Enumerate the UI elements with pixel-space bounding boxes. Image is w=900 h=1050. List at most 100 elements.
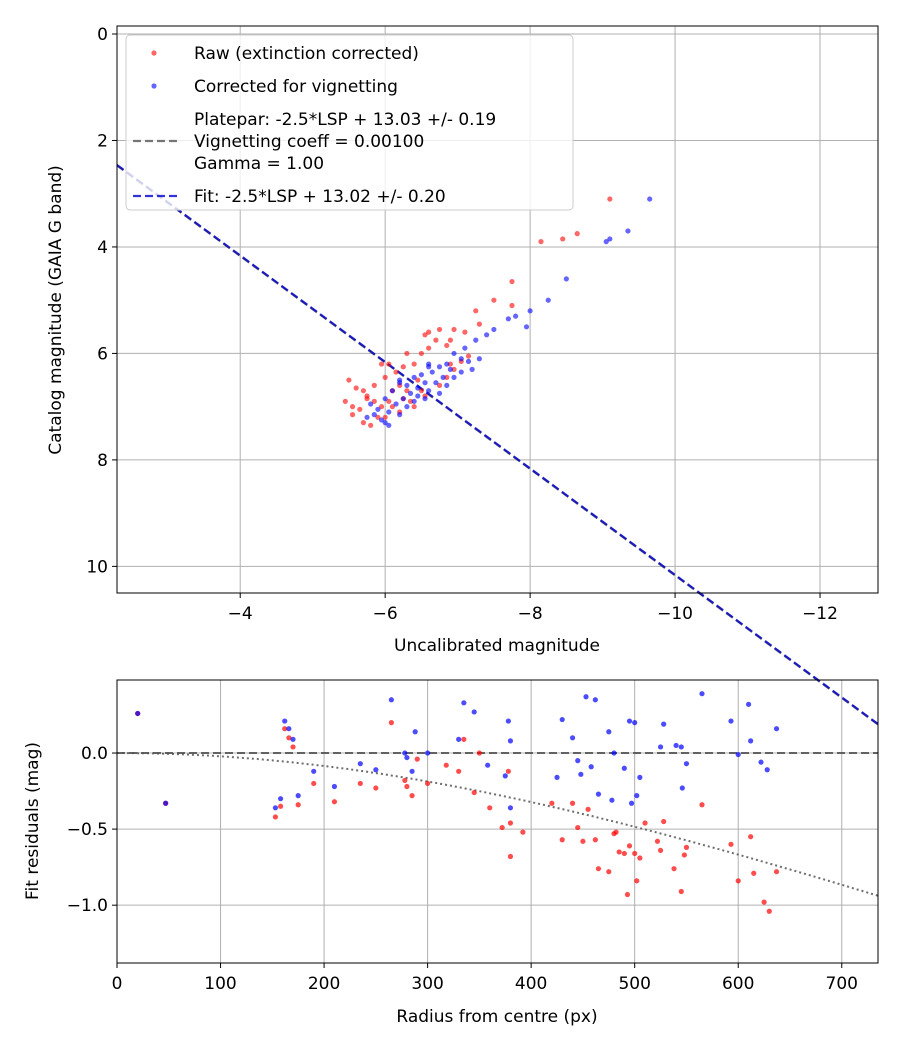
corrected-residual-point	[357, 761, 363, 767]
bottom-x-tick-label: 700	[826, 974, 858, 994]
corrected-residual-point	[507, 805, 514, 811]
raw-residual-point	[373, 785, 379, 791]
raw-residual-point	[282, 726, 288, 732]
raw-point	[426, 345, 432, 351]
corrected-residual-point	[272, 805, 279, 811]
raw-residual-point	[681, 852, 687, 858]
corrected-residual-point	[628, 800, 635, 806]
bottom-y-axis-label: Fit residuals (mag)	[23, 742, 43, 900]
raw-residual-point	[507, 820, 514, 826]
top-x-axis-label: Uncalibrated magnitude	[394, 636, 600, 656]
raw-residual-point	[471, 789, 477, 796]
bottom-x-tick-label: 500	[618, 974, 650, 994]
bottom-data-points	[135, 691, 780, 914]
top-y-tick-label: 0	[97, 25, 108, 45]
corrected-point	[527, 308, 533, 314]
corrected-residual-point	[163, 800, 169, 806]
corrected-residual-point	[135, 710, 141, 717]
bottom-x-tick-label: 300	[411, 974, 443, 994]
raw-residual-point	[402, 777, 408, 784]
raw-residual-point	[476, 750, 482, 756]
raw-residual-point	[773, 869, 780, 875]
raw-point	[509, 302, 515, 309]
corrected-point	[451, 350, 457, 357]
raw-point	[407, 398, 414, 404]
raw-point	[607, 196, 613, 202]
fit-line	[116, 164, 879, 725]
corrected-residual-point	[290, 736, 296, 742]
bottom-y-tick-label: −1.0	[67, 896, 108, 916]
top-y-tick-label: 2	[97, 131, 108, 151]
corrected-point	[473, 337, 479, 343]
corrected-residual-point	[559, 716, 565, 723]
raw-point	[411, 361, 417, 367]
corrected-residual-point	[311, 768, 317, 774]
raw-residual-point	[487, 805, 493, 811]
raw-point	[349, 404, 356, 410]
top-x-tick-label: −12	[802, 604, 838, 624]
raw-point	[357, 406, 363, 412]
corrected-point	[393, 401, 399, 407]
raw-residual-point	[735, 878, 741, 884]
corrected-point	[447, 366, 453, 372]
bottom-x-tick-label: 100	[204, 974, 236, 994]
raw-residual-point	[683, 844, 690, 850]
top-y-axis-label: Catalog magnitude (GAIA G band)	[46, 165, 66, 455]
raw-point	[433, 337, 439, 343]
raw-point	[382, 414, 388, 420]
raw-point	[411, 404, 417, 410]
corrected-residual-point	[764, 767, 770, 773]
corrected-point	[436, 364, 443, 370]
bottom-axis-ticks: 0 100 200 300 400 500 600 700 0.0 −0.5 −1.0	[67, 744, 858, 994]
legend-marker	[151, 83, 157, 89]
raw-point	[426, 329, 432, 335]
raw-residual-point	[388, 720, 394, 726]
raw-residual-point	[290, 744, 296, 750]
raw-residual-point	[624, 891, 631, 898]
corrected-point	[407, 390, 414, 396]
corrected-point	[444, 382, 450, 388]
raw-point	[360, 420, 367, 426]
corrected-point	[429, 369, 435, 375]
raw-point	[451, 366, 457, 372]
raw-residual-point	[751, 870, 757, 876]
corrected-point	[513, 313, 519, 319]
top-y-tick-label: 4	[97, 238, 108, 258]
corrected-residual-point	[728, 718, 734, 724]
corrected-residual-point	[425, 750, 431, 756]
corrected-point	[386, 409, 392, 415]
corrected-point	[382, 420, 388, 426]
corrected-point	[389, 388, 396, 394]
legend-box	[125, 34, 574, 211]
raw-point	[389, 404, 396, 410]
corrected-residual-point	[554, 774, 560, 780]
raw-point	[491, 297, 497, 303]
corrected-point	[647, 196, 653, 202]
corrected-residual-point	[505, 718, 511, 724]
corrected-residual-point	[502, 773, 508, 779]
corrected-residual-point	[773, 726, 780, 732]
raw-point	[404, 388, 410, 394]
corrected-point	[411, 374, 417, 380]
raw-residual-point	[277, 803, 284, 809]
raw-point	[574, 231, 580, 237]
raw-point	[386, 361, 392, 367]
corrected-residual-point	[758, 759, 764, 765]
raw-residual-point	[616, 849, 622, 855]
raw-point	[364, 396, 370, 402]
raw-point	[418, 388, 424, 394]
bottom-y-tick-label: −0.5	[67, 820, 108, 840]
corrected-residual-point	[609, 797, 615, 803]
raw-residual-point	[606, 869, 612, 875]
raw-point	[538, 239, 544, 245]
raw-residual-point	[613, 829, 619, 835]
raw-point	[560, 236, 566, 242]
corrected-residual-point	[286, 726, 292, 732]
corrected-point	[465, 358, 472, 365]
raw-point	[346, 377, 352, 383]
raw-residual-point	[569, 800, 576, 806]
corrected-point	[440, 374, 446, 380]
raw-residual-point	[505, 768, 511, 774]
corrected-residual-point	[583, 694, 589, 700]
raw-residual-point	[678, 888, 684, 895]
